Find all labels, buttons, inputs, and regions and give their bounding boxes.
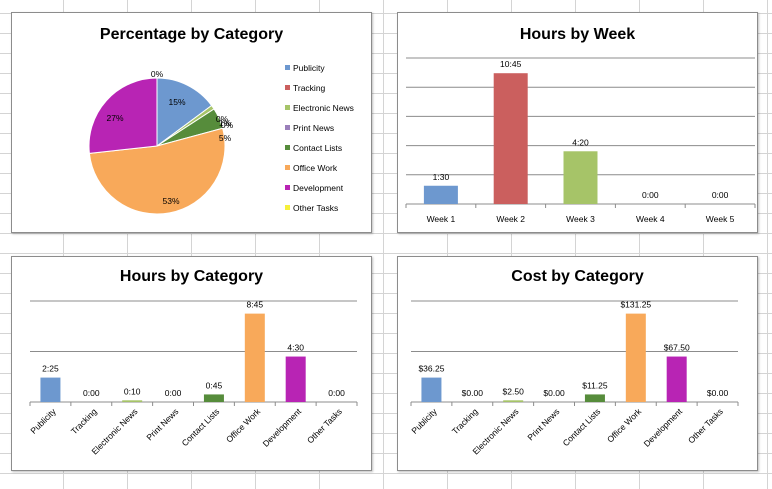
pie-data-label: 0% bbox=[151, 69, 164, 79]
legend-swatch bbox=[285, 205, 290, 210]
chart-percentage-by-category[interactable]: Percentage by Category 15% 0% 1% 0% 5% 53% 27%… bbox=[11, 12, 372, 233]
x-tick-label: Print News bbox=[144, 406, 180, 442]
chart-title: Hours by Category bbox=[119, 268, 264, 285]
bar-0 bbox=[423, 185, 458, 204]
bar-data-label: 0:00 bbox=[165, 388, 182, 398]
bar-data-label: 0:45 bbox=[206, 380, 223, 390]
pie-slice-0 bbox=[156, 77, 213, 147]
pie-data-label: 27% bbox=[106, 113, 123, 123]
bar-6 bbox=[285, 356, 306, 402]
bar-data-label: $11.25 bbox=[582, 380, 608, 390]
pie-data-label: 53% bbox=[162, 196, 179, 206]
bar-data-label: 0:00 bbox=[642, 190, 659, 200]
x-tick-label: Contact Lists bbox=[180, 406, 222, 448]
chart-title: Hours by Week bbox=[519, 26, 636, 43]
bar-data-label: $67.50 bbox=[664, 343, 690, 353]
bar-data-label: 1:30 bbox=[433, 172, 450, 182]
x-tick-label: Contact Lists bbox=[561, 406, 603, 448]
bar-data-label: 4:20 bbox=[572, 137, 589, 147]
bar-data-label: 2:25 bbox=[42, 364, 59, 374]
bar-data-label: $0.00 bbox=[543, 388, 565, 398]
legend-label: Office Work bbox=[293, 163, 338, 173]
x-tick-label: Office Work bbox=[605, 406, 644, 445]
x-tick-label: Office Work bbox=[224, 406, 263, 445]
legend-label: Electronic News bbox=[293, 103, 354, 113]
bar-data-label: 10:45 bbox=[500, 59, 522, 69]
chart-title: Cost by Category bbox=[511, 268, 644, 285]
pie-data-label: 0% bbox=[221, 120, 234, 130]
x-tick-label: Tracking bbox=[69, 406, 99, 436]
x-tick-label: Week 5 bbox=[706, 214, 735, 224]
legend-swatch bbox=[285, 165, 290, 170]
legend-swatch bbox=[285, 85, 290, 90]
bar-2 bbox=[122, 400, 143, 402]
legend-label: Publicity bbox=[293, 63, 325, 73]
pie-data-label: 1% bbox=[219, 118, 232, 128]
bar-data-label: $0.00 bbox=[462, 388, 484, 398]
bar-data-label: $36.25 bbox=[418, 364, 444, 374]
chart-cost-by-category[interactable]: Cost by Category $36.25 Publicity $0.00 Tra… bbox=[397, 256, 758, 471]
bar-chart-svg: 2:25Publicity0:00Tracking0:10Electronic … bbox=[28, 300, 358, 457]
bar-2 bbox=[503, 400, 524, 402]
bar-data-label: 0:00 bbox=[83, 388, 100, 398]
bar-data-label: $0.00 bbox=[707, 388, 729, 398]
chart-hours-by-week[interactable]: Hours by Week 1:30 Week 1 10:45 Week 2 4:20 W… bbox=[397, 12, 758, 233]
pie-data-label: 0% bbox=[216, 114, 229, 124]
bar-4 bbox=[203, 394, 224, 402]
bar-data-label: $131.25 bbox=[620, 300, 651, 310]
legend-label: Other Tasks bbox=[293, 203, 338, 213]
legend-swatch bbox=[285, 185, 290, 190]
bar-chart-svg: $36.25Publicity$0.00Tracking$2.50Electro… bbox=[409, 300, 739, 457]
pie-data-label: 15% bbox=[168, 97, 185, 107]
legend-label: Development bbox=[293, 183, 344, 193]
pie-slice-5 bbox=[88, 127, 226, 215]
bar-4 bbox=[584, 394, 605, 402]
x-tick-label: Week 4 bbox=[636, 214, 665, 224]
x-tick-label: Week 3 bbox=[566, 214, 595, 224]
x-tick-label: Tracking bbox=[450, 406, 480, 436]
x-tick-label: Week 2 bbox=[496, 214, 525, 224]
x-tick-label: Week 1 bbox=[427, 214, 456, 224]
x-tick-label: Other Tasks bbox=[305, 406, 344, 445]
bar-5 bbox=[244, 313, 265, 402]
bar-1 bbox=[493, 73, 528, 204]
x-tick-label: Publicity bbox=[409, 406, 439, 436]
chart-title: Percentage by Category bbox=[99, 26, 284, 43]
x-tick-label: Other Tasks bbox=[686, 406, 725, 445]
bar-chart-svg: 1:30 Week 1 10:45 Week 2 4:20 Week 3 0:00 Week … bbox=[405, 57, 756, 224]
bar-data-label: $2.50 bbox=[503, 386, 525, 396]
bar-data-label: 8:45 bbox=[247, 300, 264, 310]
pie-slice-6 bbox=[88, 77, 158, 154]
x-tick-label: Development bbox=[261, 406, 304, 449]
bar-0 bbox=[421, 377, 442, 402]
chart-hours-by-category[interactable]: Hours by Category 2:25 Publicity 0:00 Track… bbox=[11, 256, 372, 471]
x-tick-label: Publicity bbox=[28, 406, 58, 436]
pie-data-label: 5% bbox=[219, 133, 232, 143]
bar-0 bbox=[40, 377, 61, 402]
bar-data-label: 4:30 bbox=[287, 343, 304, 353]
legend-swatch bbox=[285, 145, 290, 150]
bar-2 bbox=[563, 151, 598, 204]
legend-swatch bbox=[285, 65, 290, 70]
pie-chart-svg: 15%0%1%0%5%53%27%0% PublicityTrackingEle… bbox=[88, 63, 354, 215]
x-tick-label: Development bbox=[642, 406, 685, 449]
bar-5 bbox=[625, 313, 646, 402]
legend-swatch bbox=[285, 105, 290, 110]
legend-label: Contact Lists bbox=[293, 143, 342, 153]
legend-label: Tracking bbox=[293, 83, 326, 93]
legend-swatch bbox=[285, 125, 290, 130]
bar-data-label: 0:00 bbox=[712, 190, 729, 200]
bar-data-label: 0:10 bbox=[124, 386, 141, 396]
legend-label: Print News bbox=[293, 123, 334, 133]
bar-data-label: 0:00 bbox=[328, 388, 345, 398]
x-tick-label: Print News bbox=[525, 406, 561, 442]
bar-6 bbox=[666, 356, 687, 402]
